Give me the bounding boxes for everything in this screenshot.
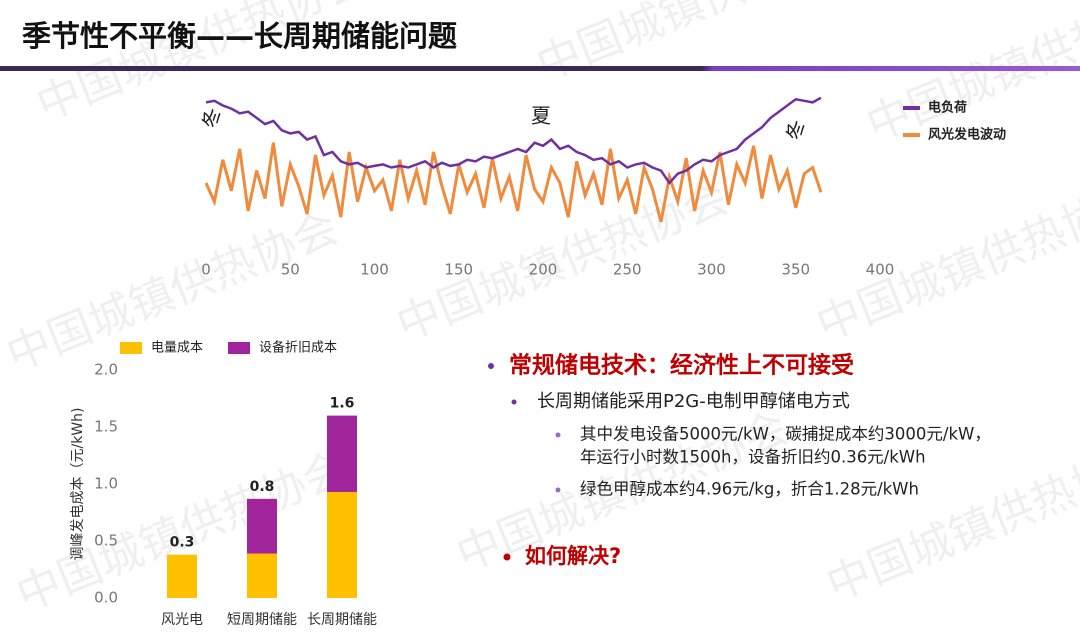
y-tick-label: 1.0	[94, 475, 118, 493]
bar-segment	[247, 553, 277, 598]
x-tick-label: 150	[444, 261, 473, 279]
bar-total-label: 1.6	[330, 396, 355, 412]
bullet-dot	[555, 432, 561, 438]
bar-total-label: 0.3	[170, 535, 195, 551]
bullet-dot	[511, 399, 517, 405]
x-tick-label: 300	[697, 261, 726, 279]
x-tick-label: 100	[360, 261, 389, 279]
y-tick-label: 2.0	[94, 361, 118, 379]
x-tick-label: 50	[281, 261, 300, 279]
bar-segment	[327, 491, 357, 598]
watermark: 中国城镇供热协会	[530, 0, 875, 91]
watermark: 中国城镇供热协会	[390, 172, 735, 351]
y-tick-label: 0.5	[94, 532, 118, 550]
x-tick-label: 风光电	[161, 612, 203, 628]
annotation: 夏	[531, 104, 551, 128]
x-tick-label: 长周期储能	[307, 612, 377, 628]
annotation: 冬	[200, 108, 224, 128]
legend-swatch	[120, 342, 142, 354]
x-tick-label: 350	[781, 261, 810, 279]
x-tick-label: 200	[529, 261, 558, 279]
bullet-dot	[488, 363, 494, 369]
bullet-detail: 其中发电设备5000元/kW，碳捕捉成本约3000元/kW，	[580, 425, 991, 444]
x-tick-label: 250	[613, 261, 642, 279]
bar-segment	[167, 554, 197, 598]
bar-segment	[327, 415, 357, 492]
annotation: 冬	[784, 120, 808, 140]
legend-label: 设备折旧成本	[259, 340, 337, 356]
bullet-dot	[503, 553, 511, 561]
series-line	[205, 96, 822, 186]
y-axis-label: 调峰发电成本（元/kWh)	[70, 407, 86, 560]
bar-segment	[247, 498, 277, 554]
bullet-question: 如何解决?	[525, 544, 621, 568]
bullet-detail: 年运行小时数1500h，设备折旧约0.36元/kWh	[580, 448, 926, 467]
x-tick-label: 短周期储能	[227, 612, 297, 628]
y-tick-label: 0.0	[94, 589, 118, 607]
x-tick-label: 400	[866, 261, 895, 279]
bullet-list: 常规储电技术：经济性上不可接受 长周期储能采用P2G-电制甲醇储电方式 其中发电…	[488, 352, 991, 568]
y-tick-label: 1.5	[94, 418, 118, 436]
legend-swatch	[228, 342, 250, 354]
watermark: 中国城镇供热协会	[810, 172, 1080, 351]
legend-label: 风光发电波动	[928, 127, 1006, 143]
bar-total-label: 0.8	[250, 479, 275, 495]
series-line	[204, 142, 823, 223]
bullet-main: 常规储电技术：经济性上不可接受	[509, 352, 854, 379]
bullet-sub: 长周期储能采用P2G-电制甲醇储电方式	[537, 391, 850, 412]
bullet-detail: 绿色甲醇成本约4.96元/kg，折合1.28元/kWh	[580, 480, 919, 499]
title-rule	[0, 66, 1080, 71]
legend-label: 电量成本	[151, 341, 203, 356]
bullet-dot	[555, 487, 561, 493]
slide-title: 季节性不平衡——长周期储能问题	[22, 19, 457, 53]
x-tick-label: 0	[201, 261, 211, 279]
legend-label: 电负荷	[928, 100, 967, 116]
